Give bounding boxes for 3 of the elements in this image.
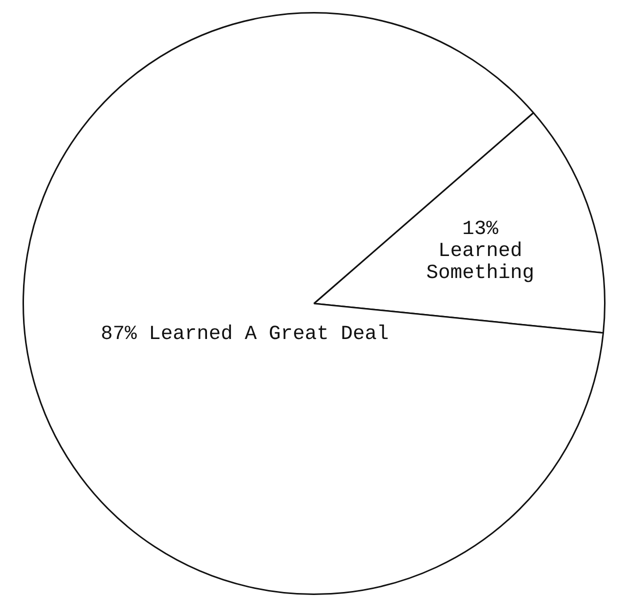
slice-label: 87% Learned A Great Deal — [100, 322, 389, 346]
data-label: 13% — [462, 218, 500, 242]
slice-label: Learned Something — [426, 240, 534, 286]
